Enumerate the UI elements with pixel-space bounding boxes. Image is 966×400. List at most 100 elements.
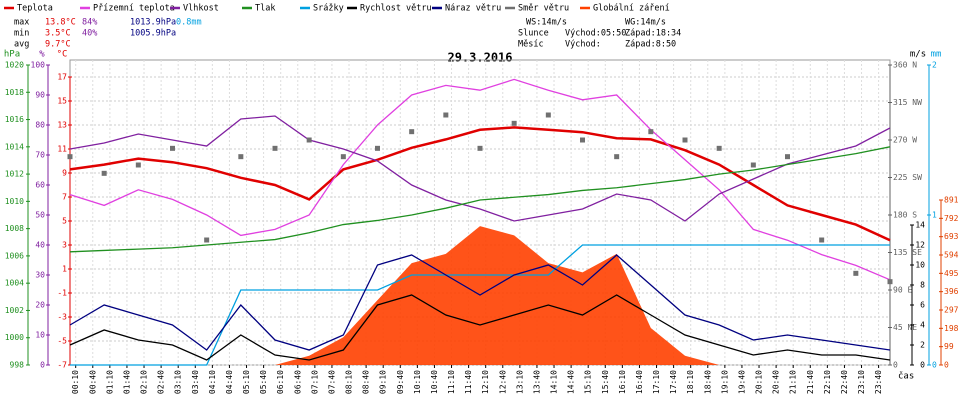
info-text: Východ: <box>565 40 601 50</box>
x-tick-label: 16:40 <box>635 370 644 394</box>
x-tick-label: 08:40 <box>362 370 371 394</box>
y-tick-label: 17 <box>57 73 67 82</box>
x-tick-label: 17:40 <box>669 370 678 394</box>
wind-direction-point <box>785 154 790 160</box>
x-tick-label: 15:10 <box>584 370 593 394</box>
y-tick-label: 0 <box>893 361 898 370</box>
stat-label: max <box>14 18 29 28</box>
y-tick-label: 1020 <box>5 61 24 70</box>
y-tick-label: 495 <box>944 269 959 278</box>
y-tick-label: -7 <box>57 361 67 370</box>
y-tick-label: 20 <box>35 301 45 310</box>
x-tick-label: 23:40 <box>874 370 883 394</box>
x-tick-label: 04:40 <box>225 370 234 394</box>
x-tick-label: 12:10 <box>481 370 490 394</box>
axis-unit: mm <box>931 50 942 60</box>
y-tick-label: 594 <box>944 251 959 260</box>
y-tick-label: 1000 <box>5 333 24 342</box>
y-tick-label: 198 <box>944 324 959 333</box>
x-tick-label: 06:40 <box>293 370 302 394</box>
y-tick-label: 100 <box>31 61 46 70</box>
x-tick-label: 12:40 <box>498 370 507 394</box>
stat-value: 40% <box>82 29 97 39</box>
wind-direction-point <box>580 137 585 143</box>
y-tick-label: 270 W <box>893 136 917 145</box>
y-tick-label: 1004 <box>5 279 24 288</box>
stat-value: 9.7°C <box>45 40 71 50</box>
x-tick-label: 03:40 <box>191 370 200 394</box>
wind-direction-point <box>819 237 825 243</box>
y-tick-label: 1016 <box>5 115 24 124</box>
y-tick-label: 80 <box>35 121 45 130</box>
x-tick-label: 17:10 <box>652 370 661 394</box>
legend-label: Globální záření <box>593 4 670 14</box>
y-tick-label: 1010 <box>5 197 24 206</box>
x-tick-label: 05:10 <box>242 370 251 394</box>
y-tick-label: 297 <box>944 306 959 315</box>
wind-direction-point <box>443 112 449 118</box>
info-text: Slunce <box>518 29 549 39</box>
y-tick-label: 2 <box>932 61 937 70</box>
y-tick-label: 396 <box>944 287 959 296</box>
x-tick-label: 20:10 <box>755 370 764 394</box>
wind-direction-point <box>170 145 175 151</box>
y-tick-label: 135 SE <box>893 248 922 257</box>
x-tick-label: 14:40 <box>567 370 576 394</box>
y-tick-label: 0 <box>932 361 937 370</box>
info-text: WG:14m/s <box>625 18 666 28</box>
y-tick-label: 0 <box>944 361 949 370</box>
wind-direction-point <box>716 145 722 151</box>
x-tick-label: 08:10 <box>345 370 354 394</box>
y-tick-label: 0 <box>40 361 45 370</box>
x-tick-label: 05:40 <box>259 370 268 394</box>
y-tick-label: 13 <box>57 121 67 130</box>
y-tick-label: 9 <box>62 169 67 178</box>
y-tick-label: 1002 <box>5 306 24 315</box>
x-axis-label: čas <box>898 371 914 382</box>
wind-direction-point <box>477 145 483 151</box>
x-tick-label: 02:10 <box>140 370 149 394</box>
y-tick-label: 99 <box>944 342 954 351</box>
x-tick-label: 11:10 <box>447 370 456 394</box>
y-tick-label: 11 <box>57 145 67 154</box>
wind-direction-point <box>511 120 517 126</box>
stat-value: 0.8mm <box>176 18 202 28</box>
y-tick-label: 45 NE <box>893 323 917 332</box>
y-tick-label: 70 <box>35 151 45 160</box>
wind-direction-point <box>238 154 244 160</box>
stat-value: 1013.9hPa <box>130 18 176 28</box>
x-tick-label: 11:40 <box>464 370 473 394</box>
x-tick-label: 07:10 <box>310 370 319 394</box>
legend-label: Rychlost větru <box>360 4 432 14</box>
x-tick-label: 02:40 <box>157 370 166 394</box>
y-tick-label: 4 <box>920 321 925 330</box>
x-tick-label: 06:10 <box>276 370 285 394</box>
y-tick-label: 10 <box>915 261 925 270</box>
x-tick-label: 04:10 <box>208 370 217 394</box>
axis-unit: °C <box>57 50 68 60</box>
legend-label: Srážky <box>313 4 344 14</box>
info-text: Západ:18:34 <box>625 29 681 39</box>
x-tick-label: 18:40 <box>703 370 712 394</box>
axis-unit: hPa <box>4 50 20 60</box>
y-tick-label: 6 <box>920 301 925 310</box>
y-tick-label: 15 <box>57 97 67 106</box>
y-tick-label: 40 <box>35 241 45 250</box>
wind-direction-point <box>409 129 415 135</box>
wind-direction-point <box>272 145 278 151</box>
series-line <box>70 244 890 366</box>
y-tick-label: -5 <box>57 337 67 346</box>
stat-label: min <box>14 29 29 39</box>
wind-direction-point <box>340 154 346 160</box>
x-tick-label: 10:10 <box>413 370 422 394</box>
legend-label: Přízemní teplota <box>93 4 175 14</box>
y-tick-label: 1018 <box>5 88 24 97</box>
x-tick-label: 01:10 <box>105 370 114 394</box>
wind-direction-point <box>887 279 893 285</box>
y-tick-label: 1006 <box>5 251 24 260</box>
y-tick-label: 180 S <box>893 211 917 220</box>
x-tick-label: 22:10 <box>823 370 832 394</box>
x-tick-label: 22:40 <box>840 370 849 394</box>
stat-label: avg <box>14 40 29 50</box>
